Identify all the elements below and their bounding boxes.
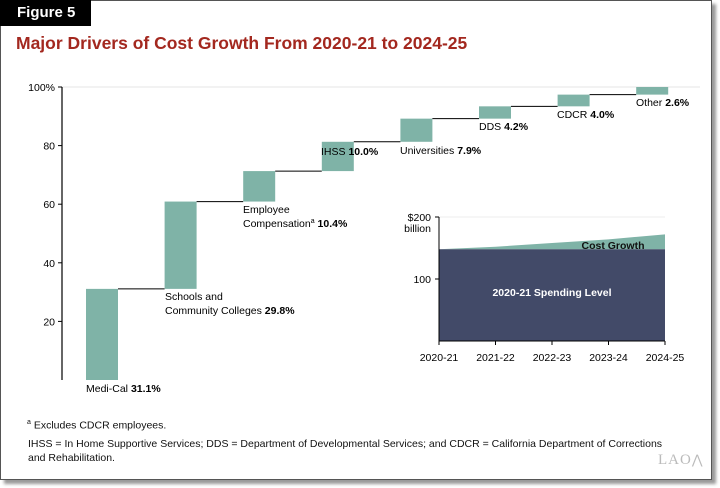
y-tick-label: 20 (43, 316, 55, 328)
bar-label-line: Other (636, 97, 663, 109)
waterfall-bar (636, 87, 669, 95)
lao-logo: LAO⋀ (658, 452, 704, 468)
bar-value-label: 31.1% (131, 383, 161, 395)
waterfall-bar (321, 141, 354, 172)
bar-label-line: DDS (479, 121, 501, 133)
inset-x-tick-label: 2024-25 (646, 352, 685, 364)
bar-label-line: CDCR (557, 109, 588, 121)
cost-growth-label: Cost Growth (582, 240, 645, 252)
inset-x-tick-label: 2023-24 (589, 352, 628, 364)
spending-level-label: 2020-21 Spending Level (492, 287, 611, 299)
bar-label: CDCR 4.0% (557, 109, 615, 121)
bar-label-line: Schools and (165, 291, 223, 303)
y-tick-label: 40 (43, 258, 55, 270)
y-tick-label: 60 (43, 199, 55, 211)
inset-y-tick-label: 100 (413, 274, 431, 286)
spending-level-area (439, 249, 665, 341)
y-tick-label: 80 (43, 141, 55, 153)
footnote-marker: a (27, 419, 31, 426)
figure-frame (0, 0, 712, 480)
bar-value-label: 29.8% (265, 305, 295, 317)
y-tick-label: 100% (28, 82, 55, 94)
bar-value-label: 4.0% (590, 109, 615, 121)
cost-growth-area (439, 234, 665, 250)
bar-value-label: 4.2% (504, 121, 529, 133)
figure-label: Figure 5 (0, 0, 91, 26)
bar-label-line: IHSS (321, 146, 346, 158)
bar-label: Medi-Cal 31.1% (86, 383, 161, 395)
inset-x-tick-label: 2020-21 (420, 352, 459, 364)
footnote-a-text: Excludes CDCR employees. (33, 419, 167, 432)
bar-label: IHSS 10.0% (321, 146, 379, 158)
bar-label: Employee Compensationa 10.4% (243, 204, 348, 230)
bar-label: DDS 4.2% (479, 121, 529, 133)
waterfall-bar (243, 171, 276, 202)
bar-label-line: Employee (243, 204, 290, 216)
bar-label: Schools and Community Colleges 29.8% (165, 291, 295, 317)
superscript: a (311, 218, 315, 225)
waterfall-bar (479, 106, 511, 119)
waterfall-bar (164, 201, 197, 289)
chart-title: Major Drivers of Cost Growth From 2020-2… (16, 33, 468, 53)
waterfall-bar (86, 288, 118, 380)
abbreviations-line-1: IHSS = In Home Supportive Services; DDS … (28, 438, 663, 450)
bar-value-label: 2.6% (665, 97, 690, 109)
abbreviations-line-2: and Rehabilitation. (28, 452, 115, 464)
footnote-a: a Excludes CDCR employees. (27, 419, 166, 432)
bar-label-line: Universities (400, 145, 454, 157)
inset-y-unit-label: billion (404, 223, 431, 235)
bar-label: Universities 7.9% (400, 145, 482, 157)
waterfall-bar (400, 118, 433, 142)
bar-label-line: Compensation (243, 218, 311, 230)
bar-value-label: 10.4% (318, 218, 348, 230)
bar-value-label: 7.9% (457, 145, 482, 157)
bar-label-line: Medi-Cal (86, 383, 128, 395)
inset-x-tick-label: 2021-22 (476, 352, 515, 364)
bar-value-label: 10.0% (348, 146, 378, 158)
inset-y-tick-label: $200 (408, 212, 432, 224)
bar-label-line: Community Colleges (165, 305, 262, 317)
inset-x-tick-label: 2022-23 (533, 352, 572, 364)
waterfall-bar (557, 94, 590, 107)
bar-label: Other 2.6% (636, 97, 690, 109)
